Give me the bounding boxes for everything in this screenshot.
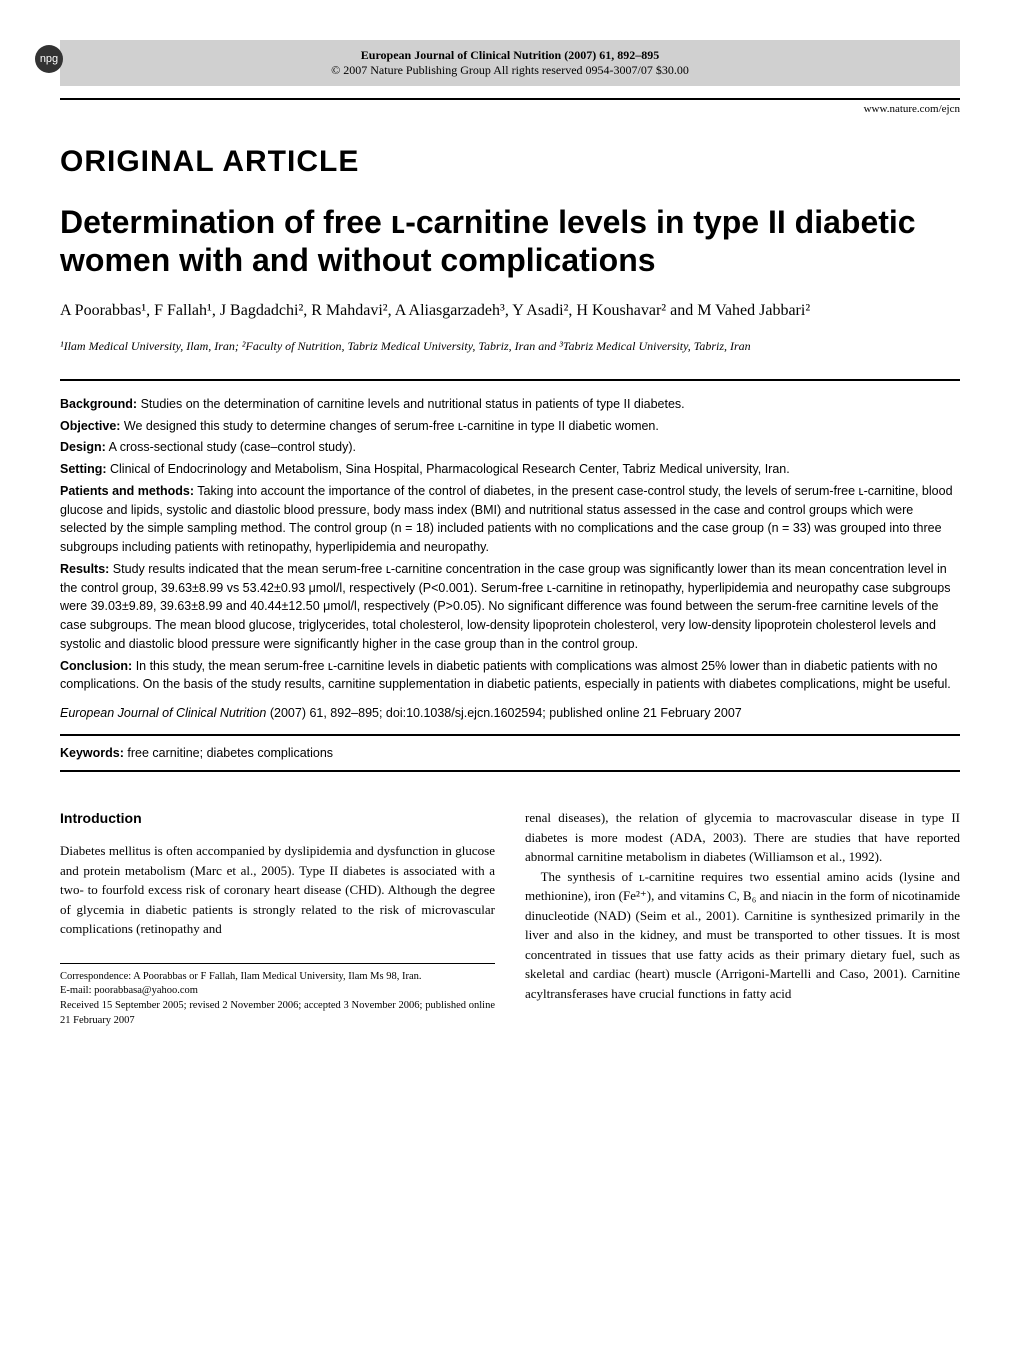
abstract-background-label: Background: — [60, 397, 137, 411]
abstract-results: Results: Study results indicated that th… — [60, 560, 960, 654]
abstract-patients-text: Taking into account the importance of th… — [60, 484, 953, 554]
body-paragraph: The synthesis of ʟ-carnitine requires tw… — [525, 867, 960, 1004]
citation-journal: European Journal of Clinical Nutrition — [60, 706, 266, 720]
keywords: Keywords: free carnitine; diabetes compl… — [60, 734, 960, 772]
body-paragraph: Diabetes mellitus is often accompanied b… — [60, 841, 495, 939]
abstract-objective: Objective: We designed this study to det… — [60, 417, 960, 436]
abstract-setting-label: Setting: — [60, 462, 107, 476]
column-left: Introduction Diabetes mellitus is often … — [60, 808, 495, 1028]
section-heading-introduction: Introduction — [60, 808, 495, 829]
article-title: Determination of free ʟ-carnitine levels… — [60, 203, 960, 280]
abstract-conclusion-label: Conclusion: — [60, 659, 132, 673]
abstract-objective-text: We designed this study to determine chan… — [120, 419, 658, 433]
abstract-setting: Setting: Clinical of Endocrinology and M… — [60, 460, 960, 479]
body-paragraph: renal diseases), the relation of glycemi… — [525, 808, 960, 867]
abstract-conclusion: Conclusion: In this study, the mean seru… — [60, 657, 960, 695]
abstract-design-text: A cross-sectional study (case–control st… — [106, 440, 356, 454]
received-dates: Received 15 September 2005; revised 2 No… — [60, 999, 495, 1028]
abstract-patients: Patients and methods: Taking into accoun… — [60, 482, 960, 557]
abstract-design-label: Design: — [60, 440, 106, 454]
author-list: A Poorabbas¹, F Fallah¹, J Bagdadchi², R… — [60, 300, 960, 322]
abstract-results-text: Study results indicated that the mean se… — [60, 562, 950, 651]
journal-line: European Journal of Clinical Nutrition (… — [76, 48, 944, 63]
abstract-results-label: Results: — [60, 562, 109, 576]
abstract-patients-label: Patients and methods: — [60, 484, 194, 498]
journal-url: www.nature.com/ejcn — [60, 98, 960, 115]
column-right: renal diseases), the relation of glycemi… — [525, 808, 960, 1028]
affiliations: ¹Ilam Medical University, Ilam, Iran; ²F… — [60, 338, 960, 355]
journal-info: European Journal of Clinical Nutrition (… — [76, 48, 944, 78]
header-bar: European Journal of Clinical Nutrition (… — [60, 40, 960, 86]
abstract: Background: Studies on the determination… — [60, 379, 960, 720]
citation-rest: (2007) 61, 892–895; doi:10.1038/sj.ejcn.… — [266, 706, 741, 720]
npg-logo: npg — [35, 45, 63, 73]
abstract-design: Design: A cross-sectional study (case–co… — [60, 438, 960, 457]
abstract-background-text: Studies on the determination of carnitin… — [137, 397, 685, 411]
citation: European Journal of Clinical Nutrition (… — [60, 706, 960, 720]
abstract-setting-text: Clinical of Endocrinology and Metabolism… — [107, 462, 790, 476]
article-type: ORIGINAL ARTICLE — [60, 145, 960, 179]
keywords-text: free carnitine; diabetes complications — [124, 746, 333, 760]
abstract-background: Background: Studies on the determination… — [60, 395, 960, 414]
correspondence-email: E-mail: poorabbasa@yahoo.com — [60, 984, 495, 999]
footnotes: Correspondence: A Poorabbas or F Fallah,… — [60, 963, 495, 1029]
abstract-objective-label: Objective: — [60, 419, 120, 433]
copyright-line: © 2007 Nature Publishing Group All right… — [76, 63, 944, 78]
keywords-label: Keywords: — [60, 746, 124, 760]
body-columns: Introduction Diabetes mellitus is often … — [60, 808, 960, 1028]
correspondence: Correspondence: A Poorabbas or F Fallah,… — [60, 970, 495, 985]
abstract-conclusion-text: In this study, the mean serum-free ʟ-car… — [60, 659, 951, 692]
